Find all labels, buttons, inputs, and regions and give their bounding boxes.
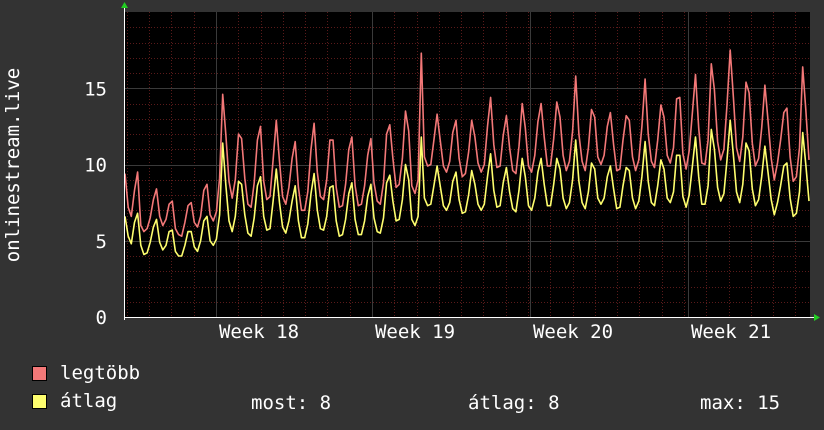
x-tick-label: Week 21 <box>691 321 771 343</box>
legend-label-avg: átlag <box>60 390 118 412</box>
x-tick-label: Week 18 <box>219 321 299 343</box>
y-tick-label: 0 <box>96 307 107 329</box>
series-line-0 <box>124 49 810 237</box>
x-tick-label: Week 20 <box>533 321 613 343</box>
y-tick-label: 10 <box>84 155 107 177</box>
tick-labels: 0 5 10 15 Week 18 Week 19 Week 20 Week 21 <box>84 78 771 343</box>
x-tick-label: Week 19 <box>375 321 455 343</box>
legend-item-avg: átlag <box>32 390 117 412</box>
legend-item-max: legtöbb <box>32 362 140 384</box>
legend-swatch-max <box>32 365 47 381</box>
legend-label-max: legtöbb <box>60 362 141 384</box>
stat-average: átlag: 8 <box>468 392 560 414</box>
y-axis-label: onlinestream.live <box>2 68 24 262</box>
series-line-1 <box>124 119 810 257</box>
y-tick-label: 15 <box>84 78 107 100</box>
x-axis-arrow <box>814 314 820 321</box>
legend-swatch-avg <box>32 393 47 409</box>
y-tick-label: 5 <box>96 231 107 253</box>
y-axis-arrow <box>121 2 128 8</box>
axes <box>121 2 820 321</box>
grid <box>124 12 810 317</box>
stat-current: most: 8 <box>251 392 332 414</box>
series-group <box>124 49 810 257</box>
stat-max: max: 15 <box>700 392 781 414</box>
